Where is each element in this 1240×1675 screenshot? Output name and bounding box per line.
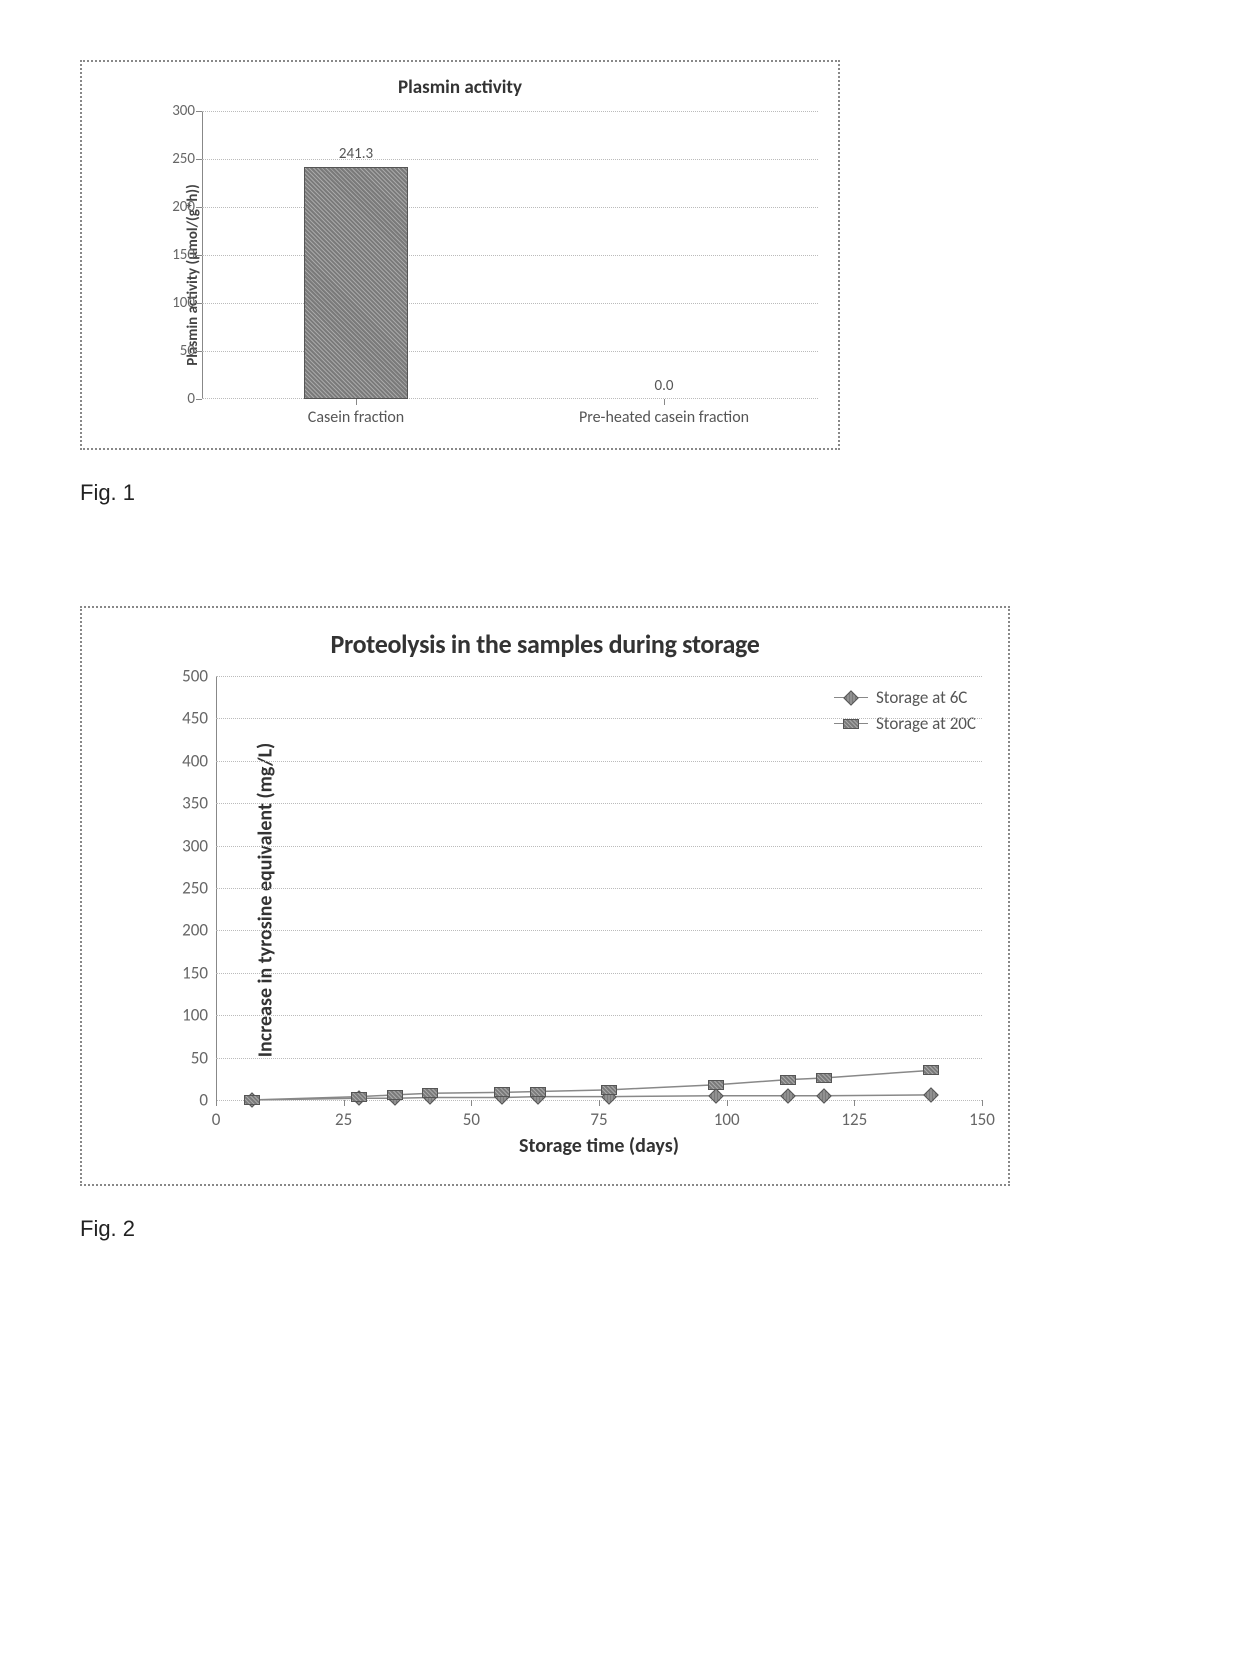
fig2-gridline [216,718,982,719]
fig2-xtick-mark [854,1100,855,1106]
fig2-xtick-mark [471,1100,472,1106]
fig2-ytick-label: 250 [158,878,208,899]
fig1-ytick-mark [196,351,202,352]
fig2-gridline [216,973,982,974]
fig1-ytick-mark [196,111,202,112]
fig2-chart-frame: Proteolysis in the samples during storag… [80,606,1010,1186]
diamond-marker-icon [780,1088,796,1104]
fig2-xtick-mark [216,1100,217,1106]
fig1-caption: Fig. 1 [80,480,1160,506]
fig2-xtick-label: 25 [335,1109,352,1130]
fig2-x-axis-label: Storage time (days) [519,1134,679,1158]
fig1-ytick-label: 150 [140,246,195,264]
fig2-ytick-label: 350 [158,793,208,814]
fig1-ytick-mark [196,303,202,304]
fig1-gridline [202,111,818,112]
fig2-ytick-label: 200 [158,920,208,941]
fig1-ytick-mark [196,159,202,160]
square-marker-icon [422,1088,438,1098]
fig1-category-label: Pre-heated casein fraction [579,408,749,427]
fig1-ytick-label: 300 [140,102,195,120]
fig2-gridline [216,888,982,889]
fig1-title: Plasmin activity [92,76,828,99]
fig1-gridline [202,255,818,256]
square-marker-icon [494,1087,510,1097]
fig1-ytick-label: 100 [140,294,195,312]
fig2-xtick-label: 75 [590,1109,607,1130]
fig1-gridline [202,207,818,208]
fig2-xtick-label: 125 [841,1109,867,1130]
fig1-xtick-mark [664,399,665,405]
fig1-bar [304,167,409,399]
square-marker-icon [351,1092,367,1102]
fig2-xtick-label: 150 [969,1109,995,1130]
fig2-xtick-mark [727,1100,728,1106]
fig2-ytick-label: 300 [158,835,208,856]
fig2-title: Proteolysis in the samples during storag… [96,628,994,660]
fig2-gridline [216,1058,982,1059]
fig1-gridline [202,351,818,352]
fig2-legend-line-icon [834,697,868,698]
square-marker-icon [244,1095,260,1105]
fig1-ytick-label: 0 [140,390,195,408]
fig2-legend-line-icon [834,723,868,724]
fig2-ytick-label: 400 [158,750,208,771]
fig1-bar-value-label: 241.3 [339,145,373,163]
fig2-gridline [216,803,982,804]
fig2-ytick-label: 500 [158,666,208,687]
fig2-legend: Storage at 6C Storage at 20C [834,684,976,736]
square-marker-icon [387,1090,403,1100]
fig1-ytick-label: 200 [140,198,195,216]
fig2-gridline [216,930,982,931]
fig2-xtick-mark [599,1100,600,1106]
fig1-bar-value-label: 0.0 [655,377,674,395]
figure-1: Plasmin activity Plasmin activity (µmol/… [80,60,1160,506]
fig2-xtick-label: 100 [714,1109,740,1130]
fig2-legend-item: Storage at 6C [834,684,976,710]
square-marker-icon [601,1085,617,1095]
fig1-gridline [202,159,818,160]
fig2-xtick-mark [982,1100,983,1106]
fig1-ytick-label: 250 [140,150,195,168]
fig2-xtick-label: 50 [463,1109,480,1130]
fig1-body: Plasmin activity (µmol/(g*h)) 0501001502… [132,105,828,445]
fig1-ytick-mark [196,255,202,256]
fig2-xtick-label: 0 [212,1109,221,1130]
fig1-ytick-mark [196,399,202,400]
fig1-x-axis [202,398,818,399]
fig2-legend-label: Storage at 20C [876,713,976,734]
fig2-gridline [216,1015,982,1016]
fig2-ytick-label: 100 [158,1005,208,1026]
fig2-ytick-label: 50 [158,1047,208,1068]
fig2-ytick-label: 450 [158,708,208,729]
square-marker-icon [843,719,859,729]
fig2-ytick-label: 0 [158,1090,208,1111]
diamond-marker-icon [709,1088,725,1104]
square-marker-icon [816,1073,832,1083]
fig1-ytick-mark [196,207,202,208]
fig2-plot-area: Storage at 6CStorage at 20C Storage time… [216,676,982,1100]
fig1-gridline [202,303,818,304]
fig2-legend-label: Storage at 6C [876,687,967,708]
fig2-xtick-mark [344,1100,345,1106]
diamond-marker-icon [843,690,859,706]
fig2-body: Increase in tyrosine equivalent (mg/L) S… [126,670,994,1170]
fig2-legend-item: Storage at 20C [834,710,976,736]
figure-2: Proteolysis in the samples during storag… [80,606,1160,1242]
square-marker-icon [530,1087,546,1097]
diamond-marker-icon [816,1088,832,1104]
fig1-ytick-label: 50 [140,342,195,360]
fig1-category-label: Casein fraction [308,408,404,427]
fig2-gridline [216,676,982,677]
fig1-plot-area: 050100150200250300241.3Casein fraction0.… [202,111,818,399]
square-marker-icon [780,1075,796,1085]
square-marker-icon [923,1065,939,1075]
fig2-caption: Fig. 2 [80,1216,1160,1242]
fig2-ytick-label: 150 [158,962,208,983]
fig1-xtick-mark [356,399,357,405]
fig2-gridline [216,846,982,847]
fig2-gridline [216,761,982,762]
square-marker-icon [708,1080,724,1090]
fig1-chart-frame: Plasmin activity Plasmin activity (µmol/… [80,60,840,450]
